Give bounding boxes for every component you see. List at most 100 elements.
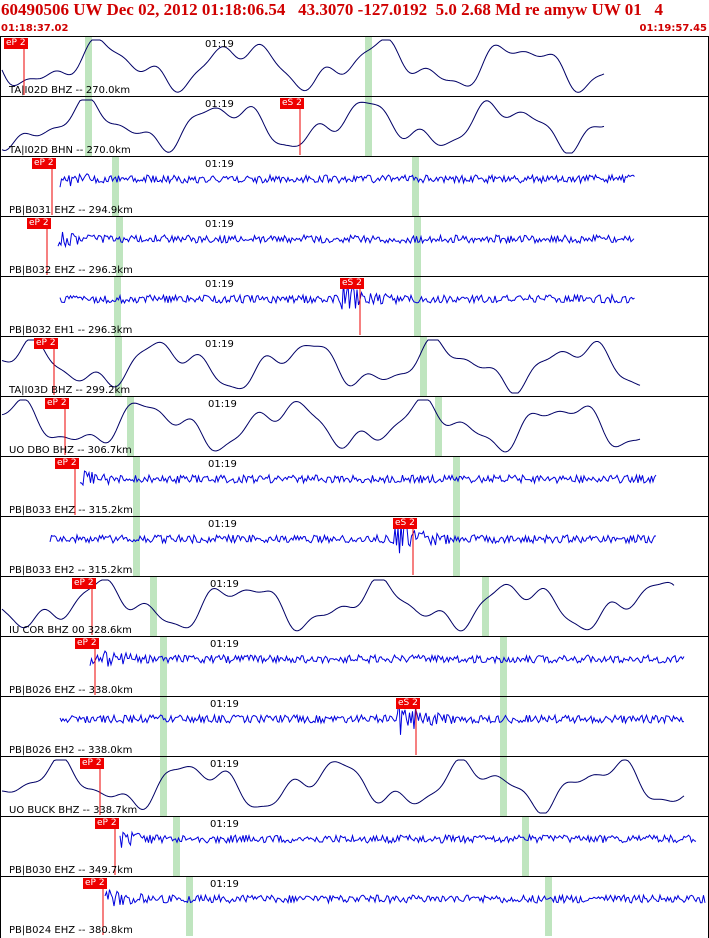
phase-marker: [500, 697, 507, 756]
minute-tick-label: 01:19: [210, 759, 239, 770]
waveform-line: [1, 99, 605, 154]
phase-marker: [500, 757, 507, 816]
waveform: [59, 699, 685, 755]
p-pick-flag[interactable]: eP 2: [72, 578, 96, 589]
waveform: [102, 887, 706, 935]
minute-tick-label: 01:19: [205, 99, 234, 110]
p-pick-flag[interactable]: eP 2: [34, 338, 58, 349]
waveform: [1, 759, 685, 815]
phase-marker: [160, 757, 167, 816]
event-title: 60490506 UW Dec 02, 2012 01:18:06.54 43.…: [1, 0, 664, 19]
station-label: UO DBO BHZ -- 306.7km: [9, 445, 132, 456]
minute-tick-label: 01:19: [210, 579, 239, 590]
phase-marker: [133, 517, 140, 576]
s-pick-flag[interactable]: eS 2: [393, 518, 417, 529]
p-pick-flag[interactable]: eP 2: [27, 218, 51, 229]
trace-panel[interactable]: 01:19 eP 2 IU COR BHZ 00 328.6km: [0, 576, 709, 636]
p-pick-flag[interactable]: eP 2: [45, 398, 69, 409]
phase-marker: [414, 277, 421, 336]
waveform: [1, 339, 641, 395]
station-label: PB|B026 EH2 -- 338.0km: [9, 745, 133, 756]
station-label: TA|I02D BHN -- 270.0km: [9, 145, 131, 156]
left-border: [0, 36, 1, 938]
station-label: PB|B024 EHZ -- 380.8km: [9, 925, 133, 936]
phase-marker: [420, 337, 427, 396]
phase-marker: [412, 157, 419, 216]
phase-marker: [453, 517, 460, 576]
s-pick-flag[interactable]: eS 2: [280, 98, 304, 109]
waveform-line: [1, 399, 641, 453]
trace-panel[interactable]: 01:19 eP 2 TA|I02D BHZ -- 270.0km: [0, 36, 709, 96]
station-label: TA|I02D BHZ -- 270.0km: [9, 85, 131, 96]
trace-panel[interactable]: 01:19 eP 2 PB|B031 EHZ -- 294.9km: [0, 156, 709, 216]
station-label: TA|I03D BHZ -- 299.2km: [9, 385, 131, 396]
trace-panel[interactable]: 01:19 eP 2 UO BUCK BHZ -- 338.7km: [0, 756, 709, 816]
trace-panel[interactable]: 01:19 eS 2 PB|B032 EH1 -- 296.3km: [0, 276, 709, 336]
trace-panel[interactable]: 01:19 eP 2 UO DBO BHZ -- 306.7km: [0, 396, 709, 456]
minute-tick-label: 01:19: [208, 399, 237, 410]
phase-marker: [150, 577, 157, 636]
phase-marker: [522, 817, 529, 876]
p-pick-flag[interactable]: eP 2: [32, 158, 56, 169]
p-pick-flag[interactable]: eP 2: [80, 758, 104, 769]
p-pick-flag[interactable]: eP 2: [55, 458, 79, 469]
waveform-line: [89, 650, 685, 667]
minute-tick-label: 01:19: [205, 39, 234, 50]
p-pick-flag[interactable]: eP 2: [83, 878, 107, 889]
station-label: IU COR BHZ 00 328.6km: [9, 625, 132, 636]
waveform-line: [1, 759, 685, 814]
phase-marker: [500, 637, 507, 696]
waveform-line: [104, 889, 706, 907]
minute-tick-label: 01:19: [210, 879, 239, 890]
waveform: [74, 467, 657, 515]
minute-tick-label: 01:19: [205, 339, 234, 350]
trace-panel[interactable]: 01:19 eP 2 PB|B026 EHZ -- 338.0km: [0, 636, 709, 696]
waveform: [1, 579, 675, 635]
waveform: [1, 99, 605, 155]
waveform-line: [119, 830, 697, 848]
trace-panel[interactable]: 01:19 eS 2 TA|I02D BHN -- 270.0km: [0, 96, 709, 156]
start-time: 01:18:37.02: [1, 23, 69, 34]
phase-marker: [160, 637, 167, 696]
waveform: [51, 167, 635, 215]
trace-panel[interactable]: 01:19 eP 2 TA|I03D BHZ -- 299.2km: [0, 336, 709, 396]
p-pick-flag[interactable]: eP 2: [95, 818, 119, 829]
phase-marker: [116, 217, 123, 276]
station-label: PB|B030 EHZ -- 349.7km: [9, 865, 133, 876]
trace-panel[interactable]: 01:19 eS 2 PB|B026 EH2 -- 338.0km: [0, 696, 709, 756]
station-label: PB|B031 EHZ -- 294.9km: [9, 205, 133, 216]
s-pick-flag[interactable]: eS 2: [340, 278, 364, 289]
station-label: PB|B032 EH1 -- 296.3km: [9, 325, 133, 336]
minute-tick-label: 01:19: [205, 159, 234, 170]
phase-marker: [482, 577, 489, 636]
waveform: [1, 399, 641, 455]
waveform: [114, 827, 697, 875]
waveform-line: [1, 339, 641, 394]
waveform-line: [1, 39, 605, 93]
waveform: [89, 647, 685, 695]
end-time: 01:19:57.45: [639, 23, 707, 34]
trace-panel[interactable]: 01:19 eP 2 PB|B033 EHZ -- 315.2km: [0, 456, 709, 516]
phase-marker: [160, 697, 167, 756]
phase-marker: [414, 217, 421, 276]
phase-marker: [453, 457, 460, 516]
minute-tick-label: 01:19: [210, 819, 239, 830]
phase-marker: [127, 397, 134, 456]
waveform-line: [79, 470, 657, 487]
trace-panel[interactable]: 01:19 eP 2 PB|B032 EHZ -- 296.3km: [0, 216, 709, 276]
station-label: PB|B026 EHZ -- 338.0km: [9, 685, 133, 696]
trace-panel[interactable]: 01:19 eS 2 PB|B033 EH2 -- 315.2km: [0, 516, 709, 576]
p-pick-flag[interactable]: eP 2: [4, 38, 28, 49]
waveform-line: [1, 579, 675, 632]
phase-marker: [114, 277, 121, 336]
p-pick-flag[interactable]: eP 2: [75, 638, 99, 649]
header: 60490506 UW Dec 02, 2012 01:18:06.54 43.…: [0, 0, 709, 36]
trace-panel[interactable]: 01:19 eP 2 PB|B024 EHZ -- 380.8km: [0, 876, 709, 936]
phase-marker: [85, 37, 92, 96]
minute-tick-label: 01:19: [210, 699, 239, 710]
waveform-line: [59, 172, 635, 188]
phase-marker: [112, 157, 119, 216]
waveform-line: [57, 231, 635, 249]
s-pick-flag[interactable]: eS 2: [396, 698, 420, 709]
trace-panel[interactable]: 01:19 eP 2 PB|B030 EHZ -- 349.7km: [0, 816, 709, 876]
